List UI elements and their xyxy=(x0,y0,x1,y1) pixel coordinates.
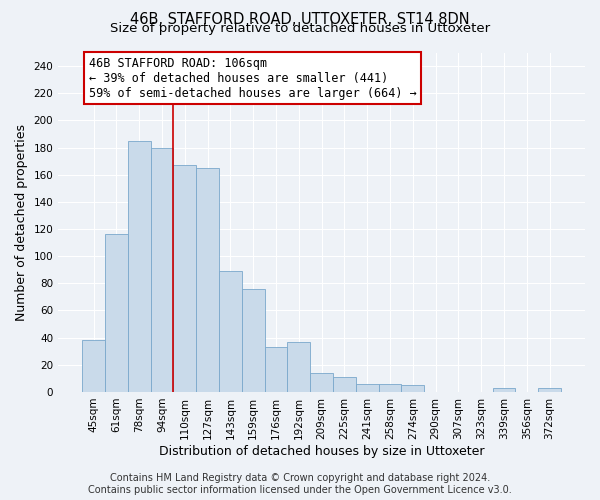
Bar xyxy=(333,377,356,392)
Text: 46B, STAFFORD ROAD, UTTOXETER, ST14 8DN: 46B, STAFFORD ROAD, UTTOXETER, ST14 8DN xyxy=(130,12,470,26)
Y-axis label: Number of detached properties: Number of detached properties xyxy=(15,124,28,320)
Bar xyxy=(151,148,173,392)
Bar xyxy=(287,342,310,392)
Bar xyxy=(128,141,151,392)
Bar xyxy=(538,388,561,392)
Text: 46B STAFFORD ROAD: 106sqm
← 39% of detached houses are smaller (441)
59% of semi: 46B STAFFORD ROAD: 106sqm ← 39% of detac… xyxy=(89,56,417,100)
Text: Contains HM Land Registry data © Crown copyright and database right 2024.
Contai: Contains HM Land Registry data © Crown c… xyxy=(88,474,512,495)
Bar xyxy=(105,234,128,392)
Text: Size of property relative to detached houses in Uttoxeter: Size of property relative to detached ho… xyxy=(110,22,490,35)
Bar xyxy=(265,347,287,392)
Bar xyxy=(379,384,401,392)
Bar xyxy=(196,168,219,392)
Bar xyxy=(310,373,333,392)
Bar xyxy=(242,289,265,392)
Bar xyxy=(493,388,515,392)
Bar xyxy=(356,384,379,392)
Bar xyxy=(401,385,424,392)
Bar xyxy=(173,165,196,392)
X-axis label: Distribution of detached houses by size in Uttoxeter: Distribution of detached houses by size … xyxy=(159,444,484,458)
Bar xyxy=(82,340,105,392)
Bar xyxy=(219,271,242,392)
